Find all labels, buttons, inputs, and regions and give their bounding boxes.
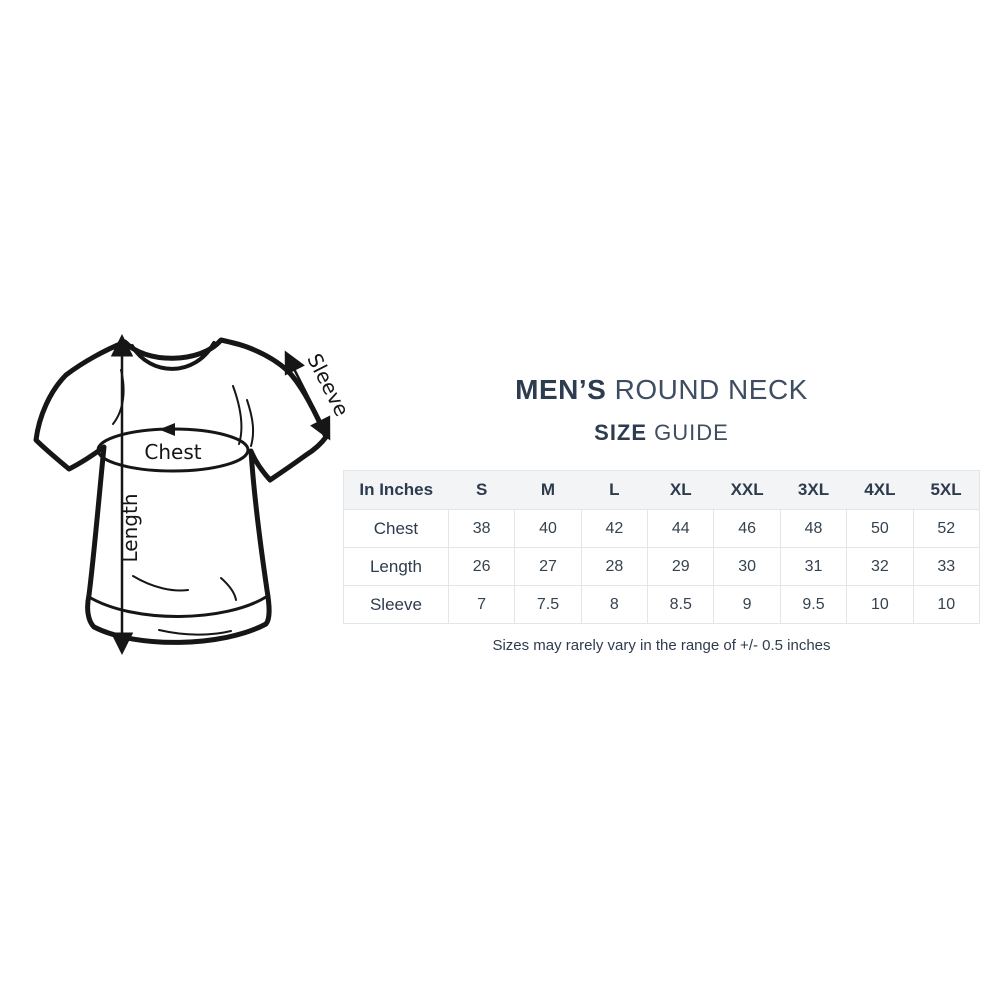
title-emphasis: MEN’S	[515, 374, 607, 405]
length-value: 32	[846, 547, 914, 586]
table-row-sleeve: Sleeve 7 7.5 8 8.5 9 9.5 10 10	[343, 585, 981, 624]
size-header-3xl: 3XL	[780, 470, 847, 510]
unit-header-cell: In Inches	[343, 470, 449, 510]
table-row-chest: Chest 38 40 42 44 46 48 50 52	[343, 509, 981, 548]
table-row-length: Length 26 27 28 29 30 31 32 33	[343, 547, 981, 586]
size-guide-subtitle: SIZE GUIDE	[343, 420, 980, 446]
chest-value: 44	[647, 509, 715, 548]
size-header-l: L	[581, 470, 648, 510]
subtitle-rest: GUIDE	[654, 420, 729, 445]
tshirt-diagram-svg: Length Chest Sleeve	[33, 334, 345, 655]
sleeve-label: Sleeve	[302, 350, 345, 421]
row-label-length: Length	[343, 547, 449, 586]
length-value: 26	[447, 547, 516, 586]
sleeve-value: 9.5	[779, 585, 848, 624]
chest-value: 50	[846, 509, 914, 548]
length-value: 30	[713, 547, 781, 586]
sleeve-value: 8	[580, 585, 649, 624]
row-label-chest: Chest	[343, 509, 449, 548]
row-label-sleeve: Sleeve	[343, 585, 449, 624]
chest-value: 48	[779, 509, 848, 548]
sleeve-value: 10	[846, 585, 914, 624]
size-variance-note: Sizes may rarely vary in the range of +/…	[492, 637, 831, 654]
size-header-xxl: XXL	[713, 470, 781, 510]
tshirt-hem-line	[87, 595, 268, 618]
chest-arrowhead	[159, 423, 175, 436]
size-guide-title: MEN’S ROUND NECK	[343, 374, 980, 406]
sleeve-value: 10	[912, 585, 981, 624]
length-value: 33	[912, 547, 981, 586]
size-header-m: M	[514, 470, 582, 510]
size-header-xl: XL	[647, 470, 714, 510]
size-header-4xl: 4XL	[846, 470, 914, 510]
subtitle-emphasis: SIZE	[594, 420, 648, 445]
chest-value: 42	[580, 509, 649, 548]
length-value: 31	[779, 547, 848, 586]
tshirt-collar-line	[130, 341, 216, 371]
chest-label: Chest	[144, 440, 201, 464]
chest-value: 40	[514, 509, 582, 548]
title-rest: ROUND NECK	[614, 374, 808, 405]
length-value: 27	[514, 547, 582, 586]
size-header-s: S	[448, 470, 515, 510]
sleeve-value: 9	[713, 585, 781, 624]
tshirt-measurement-diagram: Length Chest Sleeve	[25, 328, 345, 675]
sleeve-arrow	[284, 350, 331, 441]
size-guide-panel: MEN’S ROUND NECK SIZE GUIDE In Inches S …	[343, 374, 981, 656]
chest-value: 46	[713, 509, 781, 548]
tshirt-outline	[33, 337, 329, 645]
chest-value: 52	[912, 509, 981, 548]
sleeve-value: 7	[447, 585, 516, 624]
size-table-header-row: In Inches S M L XL XXL 3XL 4XL 5XL	[343, 470, 981, 510]
chest-value: 38	[447, 509, 516, 548]
length-value: 28	[580, 547, 649, 586]
length-value: 29	[647, 547, 715, 586]
sleeve-value: 7.5	[514, 585, 582, 624]
size-header-5xl: 5XL	[913, 470, 981, 510]
length-label: Length	[118, 494, 142, 563]
size-table: In Inches S M L XL XXL 3XL 4XL 5XL Chest…	[343, 470, 981, 624]
sleeve-value: 8.5	[647, 585, 715, 624]
